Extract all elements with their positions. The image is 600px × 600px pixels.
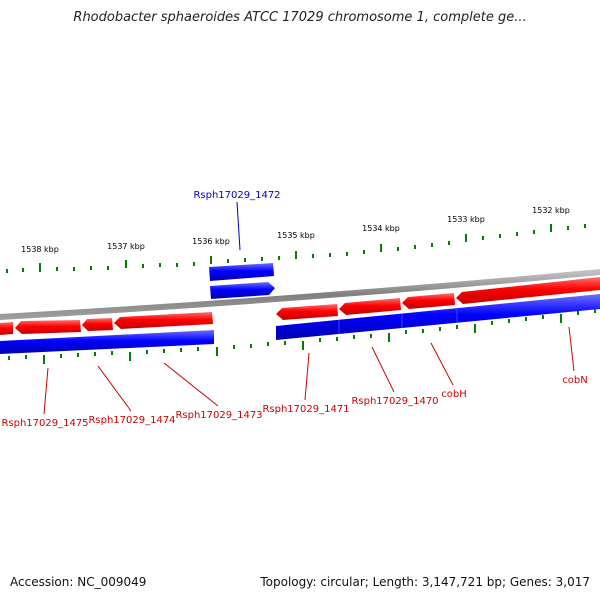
kbp-label: 1535 kbp xyxy=(277,231,315,240)
gene-label-cobn[interactable]: cobN xyxy=(562,375,587,386)
gene-cobn-red[interactable] xyxy=(456,277,600,304)
genome-summary: Topology: circular; Length: 3,147,721 bp… xyxy=(260,575,590,589)
lower-blue-track xyxy=(0,294,600,354)
upper-tick-track xyxy=(6,224,586,273)
leader-line xyxy=(236,201,241,251)
leader-line xyxy=(568,326,575,372)
gene-label-rsph17029-1470[interactable]: Rsph17029_1470 xyxy=(351,396,438,407)
gene-cobh-red[interactable] xyxy=(402,293,455,309)
gene-label-rsph17029-1473[interactable]: Rsph17029_1473 xyxy=(175,410,262,421)
gene-segment[interactable] xyxy=(276,294,600,340)
leader-line xyxy=(163,362,219,407)
kbp-label: 1532 kbp xyxy=(532,206,570,215)
reverse-strand-genes xyxy=(209,263,275,299)
gene-rsph17029-1475-red[interactable] xyxy=(15,320,81,334)
gene-rsph17029-1471-red[interactable] xyxy=(276,304,338,320)
leader-line xyxy=(97,365,132,412)
kbp-label: 1538 kbp xyxy=(21,245,59,254)
gene-labels: Rsph17029_1472 Rsph17029_1475 Rsph17029_… xyxy=(1,190,587,429)
leader-line xyxy=(304,352,310,401)
gene-rsph17029-1474-red[interactable] xyxy=(82,318,113,331)
gene-label-rsph17029-1472[interactable]: Rsph17029_1472 xyxy=(193,190,280,201)
gene-segment[interactable] xyxy=(0,322,13,335)
gene-label-rsph17029-1475[interactable]: Rsph17029_1475 xyxy=(1,418,88,429)
kbp-label: 1537 kbp xyxy=(107,242,145,251)
accession-label: Accession: NC_009049 xyxy=(10,575,147,589)
map-title: Rhodobacter sphaeroides ATCC 17029 chrom… xyxy=(73,10,527,25)
lower-tick-track xyxy=(8,309,596,364)
kbp-scale: 1538 kbp 1537 kbp 1536 kbp 1535 kbp 1534… xyxy=(21,206,570,254)
gene-rsph17029-1473-red[interactable] xyxy=(114,312,213,329)
gene-label-rsph17029-1471[interactable]: Rsph17029_1471 xyxy=(262,404,349,415)
kbp-label: 1534 kbp xyxy=(362,224,400,233)
gene-segment[interactable] xyxy=(0,330,214,354)
gene-rsph17029-1472[interactable] xyxy=(210,282,275,299)
kbp-label: 1536 kbp xyxy=(192,237,230,246)
leader-lines xyxy=(43,201,575,415)
kbp-label: 1533 kbp xyxy=(447,215,485,224)
forward-strand-genes xyxy=(0,277,600,335)
leader-line xyxy=(371,346,395,393)
leader-line xyxy=(430,342,454,386)
leader-line xyxy=(43,367,49,415)
gene-rsph17029-1472-upper[interactable] xyxy=(209,263,274,281)
gene-rsph17029-1470-red[interactable] xyxy=(339,298,401,315)
gene-label-cobh[interactable]: cobH xyxy=(441,389,466,400)
gene-label-rsph17029-1474[interactable]: Rsph17029_1474 xyxy=(88,415,175,426)
chromosome-backbone xyxy=(0,269,600,320)
